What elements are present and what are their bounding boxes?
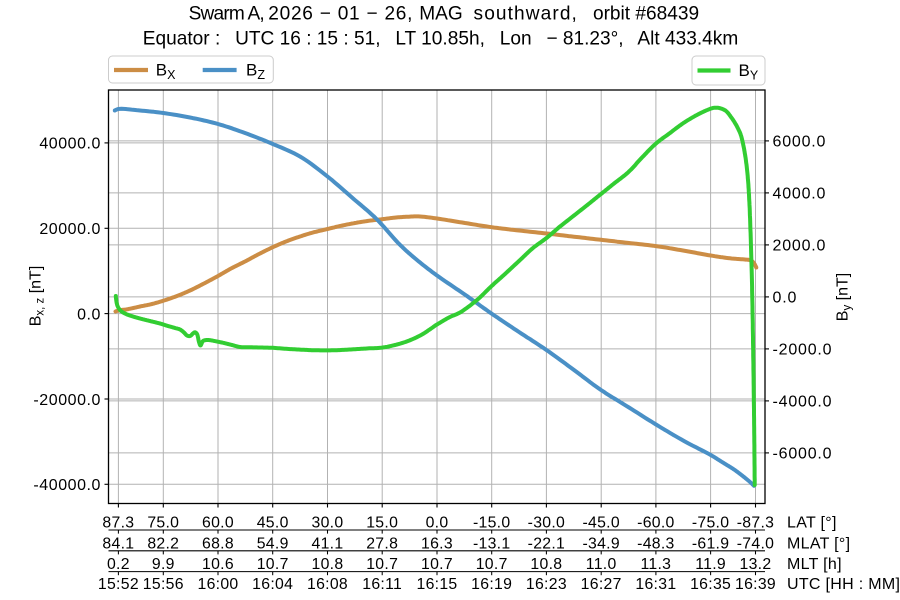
svg-text:16:31: 16:31 [635, 576, 676, 593]
svg-text:60.0: 60.0 [202, 515, 234, 532]
svg-text:-20000.0: -20000.0 [33, 392, 101, 409]
svg-text:MLAT [°]: MLAT [°] [787, 535, 850, 552]
svg-text:15:56: 15:56 [143, 576, 184, 593]
svg-text:10.7: 10.7 [366, 556, 398, 573]
svg-text:10.7: 10.7 [257, 556, 289, 573]
svg-text:MLT [h]: MLT [h] [787, 556, 842, 573]
svg-text:Swarm A,2026 − 01 − 26,MAG sou: Swarm A, 2026 − 01 − 26, MAG southward, orb… [189, 4, 700, 25]
svg-text:11.9: 11.9 [695, 556, 726, 573]
svg-text:16:27: 16:27 [581, 576, 622, 593]
svg-text:-48.3: -48.3 [637, 535, 675, 552]
svg-text:6000.0: 6000.0 [773, 134, 827, 151]
svg-text:16:19: 16:19 [471, 576, 512, 593]
svg-text:-34.9: -34.9 [582, 535, 620, 552]
svg-text:82.2: 82.2 [147, 535, 179, 552]
svg-text:16:08: 16:08 [307, 576, 348, 593]
svg-text:16:04: 16:04 [252, 576, 293, 593]
svg-text:LAT [°]: LAT [°] [787, 515, 837, 532]
svg-text:11.3: 11.3 [641, 556, 672, 573]
svg-text:0.0: 0.0 [77, 306, 101, 323]
svg-text:16.3: 16.3 [421, 535, 453, 552]
svg-text:40000.0: 40000.0 [39, 136, 101, 153]
svg-text:-4000.0: -4000.0 [773, 394, 833, 411]
svg-text:Equator : UTC 16 : 15 : 51,: Equator : UTC 16 : 15 : 51, LT 10.85h, L… [143, 28, 738, 49]
svg-text:-2000.0: -2000.0 [773, 342, 833, 359]
svg-text:16:23: 16:23 [526, 576, 567, 593]
svg-text:45.0: 45.0 [257, 515, 289, 532]
svg-text:41.1: 41.1 [312, 535, 344, 552]
svg-text:30.0: 30.0 [312, 515, 344, 532]
svg-text:10.7: 10.7 [421, 556, 453, 573]
svg-text:-6000.0: -6000.0 [773, 446, 833, 463]
svg-text:16:35: 16:35 [690, 576, 731, 593]
svg-text:15:52: 15:52 [98, 576, 139, 593]
svg-text:By [nT]: By [nT] [835, 273, 854, 321]
svg-text:0.0: 0.0 [426, 515, 449, 532]
svg-text:16:15: 16:15 [416, 576, 457, 593]
svg-text:4000.0: 4000.0 [773, 186, 827, 203]
svg-text:54.9: 54.9 [257, 535, 289, 552]
svg-text:27.8: 27.8 [366, 535, 398, 552]
svg-text:Bx, z [nT]: Bx, z [nT] [28, 266, 47, 327]
svg-text:10.8: 10.8 [312, 556, 344, 573]
svg-text:-45.0: -45.0 [582, 515, 620, 532]
svg-text:16:11: 16:11 [362, 576, 402, 593]
svg-text:84.1: 84.1 [102, 535, 134, 552]
svg-text:13.2: 13.2 [740, 556, 772, 573]
svg-text:0.0: 0.0 [773, 290, 798, 307]
svg-text:10.6: 10.6 [202, 556, 234, 573]
svg-text:-40000.0: -40000.0 [33, 477, 101, 494]
svg-text:75.0: 75.0 [147, 515, 179, 532]
svg-text:9.9: 9.9 [152, 556, 175, 573]
svg-text:11.0: 11.0 [586, 556, 617, 573]
svg-text:-61.9: -61.9 [692, 535, 730, 552]
svg-text:20000.0: 20000.0 [39, 221, 101, 238]
svg-text:-22.1: -22.1 [528, 535, 566, 552]
svg-text:-30.0: -30.0 [528, 515, 566, 532]
svg-text:68.8: 68.8 [202, 535, 234, 552]
svg-text:16:39: 16:39 [735, 576, 776, 593]
svg-text:15.0: 15.0 [366, 515, 398, 532]
svg-text:10.8: 10.8 [530, 556, 562, 573]
svg-text:10.7: 10.7 [476, 556, 508, 573]
svg-text:UTC [HH : MM]: UTC [HH : MM] [787, 576, 900, 593]
svg-text:-13.1: -13.1 [473, 535, 511, 552]
svg-text:-87.3: -87.3 [737, 515, 775, 532]
svg-text:0.2: 0.2 [107, 556, 130, 573]
svg-text:-74.0: -74.0 [737, 535, 775, 552]
svg-text:-75.0: -75.0 [692, 515, 730, 532]
svg-text:-15.0: -15.0 [473, 515, 511, 532]
svg-text:87.3: 87.3 [102, 515, 134, 532]
svg-text:16:00: 16:00 [197, 576, 238, 593]
svg-text:2000.0: 2000.0 [773, 238, 827, 255]
svg-text:-60.0: -60.0 [637, 515, 675, 532]
